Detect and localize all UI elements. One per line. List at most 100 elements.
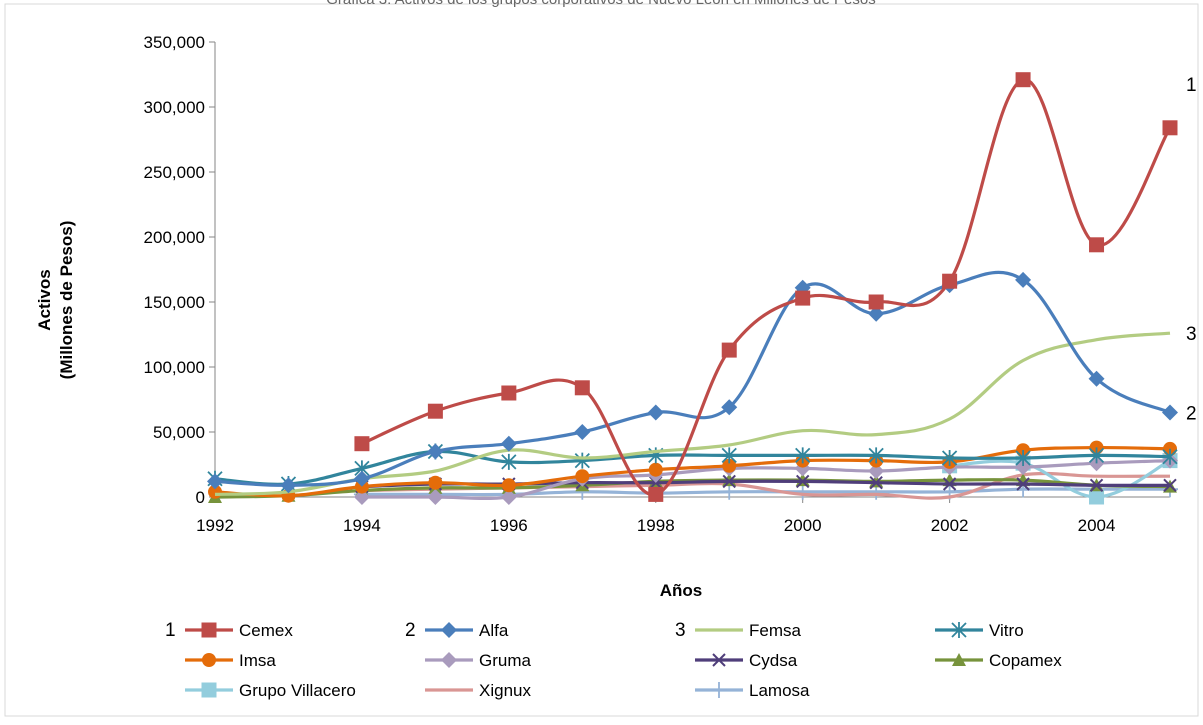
- data-point-cemex: [574, 380, 590, 396]
- data-point-alfa: [1088, 370, 1105, 387]
- data-point-alfa: [280, 477, 297, 494]
- data-point-cemex: [1162, 120, 1178, 136]
- legend-label: Gruma: [479, 651, 532, 670]
- end-label-alfa: 2: [1186, 404, 1197, 425]
- series-line-imsa: [214, 445, 1171, 498]
- series-alfa: [207, 270, 1178, 494]
- data-point-imsa: [501, 478, 516, 493]
- data-point-cemex: [354, 436, 370, 452]
- legend-swatch-marker: [201, 622, 217, 638]
- legend-swatch-marker: [711, 682, 727, 698]
- data-point-cydsa: [1089, 478, 1104, 493]
- data-point-lamosa: [794, 483, 811, 500]
- legend-label: Xignux: [479, 681, 531, 700]
- legend-label: Cemex: [239, 621, 293, 640]
- data-point-vitro: [868, 447, 884, 464]
- data-point-alfa: [1015, 271, 1032, 288]
- data-point-cydsa: [722, 474, 736, 489]
- legend-label: Alfa: [479, 621, 509, 640]
- data-point-cydsa: [1016, 477, 1030, 491]
- legend-swatch-marker: [951, 622, 967, 638]
- legend-item-lamosa: Lamosa: [695, 681, 810, 700]
- x-tick-label: 2004: [1078, 516, 1116, 535]
- data-point-alfa: [647, 404, 664, 421]
- end-label-femsa: 3: [1186, 324, 1197, 345]
- data-point-imsa: [722, 458, 737, 473]
- series-cemex: [354, 72, 1178, 502]
- data-point-alfa: [868, 305, 885, 322]
- data-point-cemex: [942, 273, 958, 289]
- legend-item-copamex: Copamex: [935, 651, 1062, 670]
- legend-item-xignux: Xignux: [425, 681, 531, 700]
- data-point-alfa: [353, 470, 370, 487]
- data-point-cemex: [427, 403, 443, 419]
- data-point-alfa: [1162, 404, 1178, 421]
- data-point-lamosa: [721, 483, 738, 500]
- y-tick-label: 50,000: [153, 423, 205, 442]
- legend-swatch-marker: [952, 653, 966, 666]
- data-point-vitro: [1015, 450, 1031, 466]
- series-line-vitro: [214, 449, 1171, 486]
- y-tick-label: 300,000: [144, 98, 205, 117]
- legend-item-cemex: 1 Cemex: [165, 620, 293, 641]
- legend-number: 3: [675, 620, 686, 641]
- data-point-cemex: [648, 486, 664, 502]
- legend-swatch-marker: [202, 653, 216, 667]
- data-point-cemex: [795, 290, 811, 306]
- end-label-cemex: 1: [1186, 75, 1197, 96]
- legend-number: 2: [405, 620, 416, 641]
- legend-item-vitro: Vitro: [935, 621, 1024, 640]
- data-point-imsa: [648, 462, 663, 477]
- data-point-grupo-villacero: [1089, 489, 1105, 505]
- data-point-cydsa: [795, 474, 810, 489]
- data-point-vitro: [1088, 447, 1105, 464]
- legend-item-alfa: 2 Alfa: [405, 620, 509, 641]
- data-point-cydsa: [869, 475, 883, 490]
- data-point-gruma: [500, 489, 517, 505]
- x-tick-label: 1996: [490, 516, 528, 535]
- x-tick-label: 1994: [343, 516, 381, 535]
- data-point-cemex: [721, 342, 737, 358]
- data-point-cydsa: [942, 477, 957, 491]
- x-tick-label: 1992: [196, 516, 234, 535]
- axes: 0 50,000 100,000 150,000 200,000 250,000 300,0…: [144, 33, 1170, 535]
- data-point-cydsa: [1163, 478, 1177, 493]
- legend-swatch-marker: [712, 653, 726, 667]
- legend-label: Cydsa: [749, 651, 798, 670]
- y-tick-label: 250,000: [144, 163, 205, 182]
- data-point-imsa: [428, 475, 443, 490]
- legend-item-femsa: 3 Femsa: [675, 620, 802, 641]
- end-labels: 1 2 3: [1186, 75, 1197, 425]
- legend-label: Vitro: [989, 621, 1024, 640]
- y-tick-label: 0: [196, 488, 205, 507]
- data-point-alfa: [574, 424, 591, 440]
- legend-swatch-marker: [201, 682, 217, 698]
- data-point-cemex: [1089, 237, 1105, 253]
- data-point-vitro: [501, 453, 517, 470]
- legend-label: Lamosa: [749, 681, 810, 700]
- x-tick-label: 2002: [931, 516, 969, 535]
- x-tick-label: 2000: [784, 516, 822, 535]
- y-tick-label: 350,000: [144, 33, 205, 52]
- legend-swatch-marker: [441, 652, 457, 668]
- data-point-vitro: [721, 447, 737, 464]
- data-point-gruma: [427, 489, 444, 505]
- data-point-cemex: [501, 385, 517, 401]
- data-point-imsa: [575, 469, 590, 484]
- data-point-alfa: [427, 443, 444, 460]
- legend-swatch-marker: [441, 622, 457, 638]
- legend-item-cydsa: Cydsa: [695, 651, 798, 670]
- y-tick-label: 150,000: [144, 293, 205, 312]
- legend-label: Femsa: [749, 621, 802, 640]
- legend-label: Copamex: [989, 651, 1062, 670]
- y-tick-label: 200,000: [144, 228, 205, 247]
- data-point-gruma: [353, 489, 370, 505]
- data-point-cemex: [1015, 72, 1031, 88]
- legend-label: Grupo Villacero: [239, 681, 356, 700]
- series-layer: [207, 72, 1178, 505]
- chart-title: Gráfica 3: Activos de los grupos corpora…: [326, 0, 875, 8]
- data-point-vitro: [795, 447, 811, 464]
- data-point-vitro: [1162, 448, 1178, 465]
